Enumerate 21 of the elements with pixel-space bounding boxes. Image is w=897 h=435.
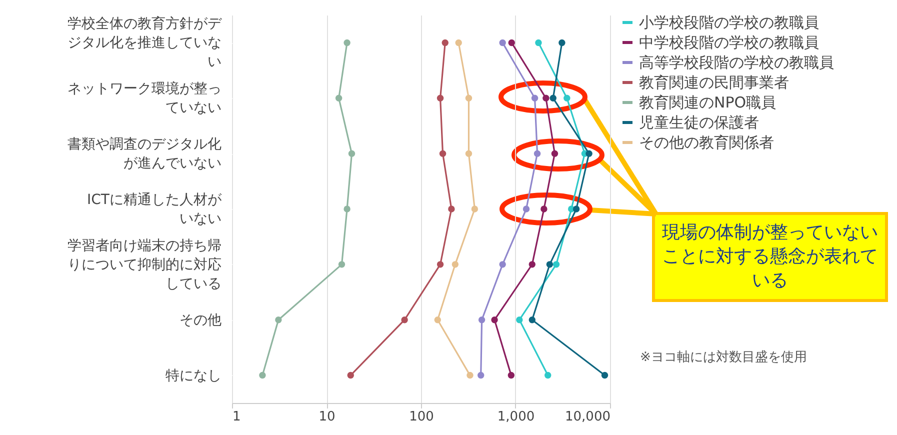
y-tick-label: 書類や調査のデジタル化が進んでいない (68, 136, 222, 172)
x-tick-label: 100 (409, 410, 434, 424)
legend-label: 教育関連のNPO職員 (639, 94, 776, 112)
legend-label: 教育関連の民間事業者 (639, 74, 789, 92)
legend-label: その他の教育関係者 (639, 134, 774, 152)
y-tick-label: ネットワーク環境が整っていない (68, 81, 222, 116)
y-tick-label: ICTに精通した人材がいない (87, 192, 222, 227)
x-tick-label: 10 (318, 410, 336, 424)
legend-label: 小学校段階の学校の教職員 (639, 14, 819, 32)
y-tick-label: 学校全体の教育方針がデジタル化を推進していない (68, 15, 222, 70)
y-tick-label: その他 (180, 312, 222, 328)
legend-label: 中学校段階の学校の教職員 (639, 34, 819, 52)
legend-label: 児童生徒の保護者 (639, 114, 759, 132)
text: 現場の体制が整っていないことに対する懸念が表れている (652, 212, 888, 302)
y-tick-label: 学習者向け端末の持ち帰りについて抑制的に対応している (68, 238, 222, 292)
text: ※ヨコ軸には対数目盛を使用 (640, 349, 807, 366)
x-tick-label: 10,000 (565, 410, 610, 424)
x-tick-label: 1 (232, 410, 241, 424)
y-tick-label: 特になし (166, 368, 222, 384)
legend-label: 高等学校段階の学校の教職員 (639, 54, 834, 72)
x-tick-label: 1,000 (497, 410, 535, 424)
